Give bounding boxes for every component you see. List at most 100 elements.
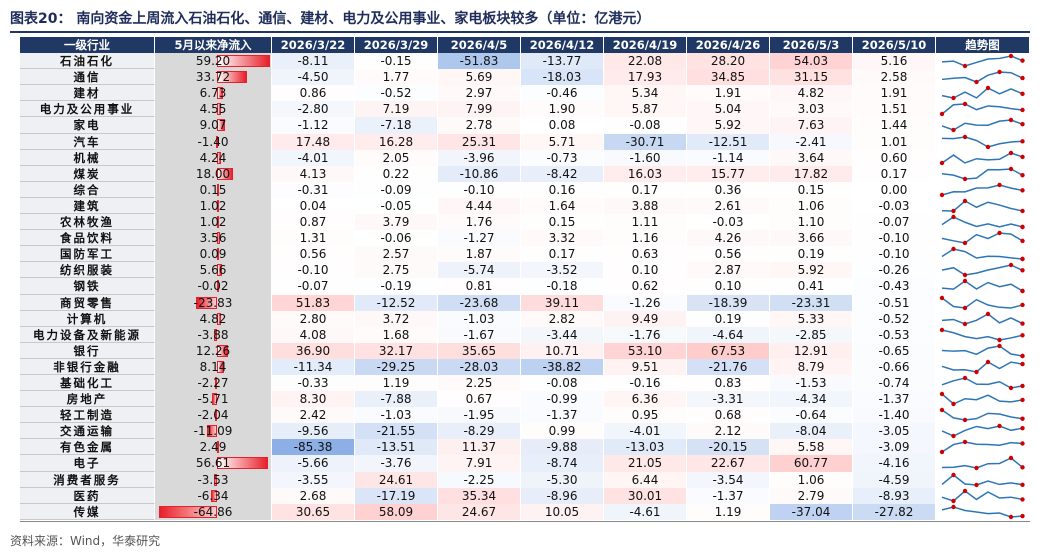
net-inflow-value: 0.09: [199, 247, 227, 262]
net-inflow-cell: -1.40: [155, 133, 272, 150]
weekly-flow: -27.82: [853, 503, 936, 520]
weekly-flow: 3.66: [770, 230, 853, 247]
weekly-flow: -0.64: [770, 407, 853, 424]
trend-cell: [936, 197, 1030, 215]
weekly-flow: -21.76: [687, 358, 770, 375]
weekly-flow: 0.08: [521, 117, 604, 134]
sparkline-line: [941, 103, 1023, 115]
industry-name: 综合: [20, 181, 155, 198]
sparkline-dot: [1020, 383, 1025, 389]
net-inflow-cell: 1.02: [155, 214, 272, 231]
weekly-flow: 5.04: [687, 101, 770, 118]
weekly-flow: 4.13: [272, 165, 355, 182]
weekly-flow: 1.06: [770, 197, 853, 215]
trend-cell: [936, 53, 1030, 70]
net-inflow-bar: [217, 457, 268, 470]
industry-name: 房地产: [20, 391, 155, 408]
table-row: 家电 9.07 -1.12 -7.18 2.78 0.08 -0.08 5.92 7.63 1.4…: [20, 117, 1030, 134]
net-inflow-bar: [217, 232, 221, 245]
trend-cell: [936, 117, 1030, 134]
weekly-flow: -3.96: [438, 149, 521, 166]
table-row: 商贸零售 -23.83 51.83 -12.52 -23.68 39.11 -1.26 -18…: [20, 294, 1030, 311]
weekly-flow: -18.39: [687, 294, 770, 311]
weekly-flow: 0.81: [438, 278, 521, 295]
net-inflow-value: 1.02: [199, 215, 227, 230]
net-inflow-bar: [217, 248, 219, 261]
net-inflow-value: 12.26: [195, 343, 231, 358]
table: 一级行业 5月以来净流入 2026/3/22 2026/3/29 2026/4/5 202…: [20, 37, 1030, 520]
net-inflow-value: 59.20: [195, 54, 231, 69]
weekly-flow: 2.78: [438, 117, 521, 134]
sparkline-dot: [962, 321, 968, 326]
industry-name: 计算机: [20, 310, 155, 327]
weekly-flow: -1.37: [853, 391, 936, 408]
sparkline-dot: [1008, 385, 1014, 391]
net-inflow-cell: -2.04: [155, 407, 272, 424]
weekly-flow: 1.11: [604, 214, 687, 231]
table-row: 房地产 -5.71 8.30 -7.88 0.67 -0.99 6.36 -3.31 -4.34…: [20, 391, 1030, 408]
industry-name: 国防军工: [20, 246, 155, 263]
sparkline: [939, 407, 1025, 423]
weekly-flow: 2.79: [770, 487, 853, 504]
net-inflow-cell: 2.49: [155, 439, 272, 456]
weekly-flow: 58.09: [355, 503, 438, 520]
weekly-flow: -18.03: [521, 69, 604, 86]
sparkline-dot: [939, 295, 945, 300]
net-inflow-bar: [217, 360, 225, 373]
sparkline-dot: [1020, 416, 1025, 422]
header-cell: 2026/4/26: [687, 37, 770, 54]
net-inflow-value: -3.88: [197, 327, 229, 342]
weekly-flow: 1.91: [853, 85, 936, 102]
weekly-flow: -0.19: [355, 278, 438, 295]
weekly-flow: 0.17: [521, 246, 604, 263]
weekly-flow: 1.06: [770, 471, 853, 488]
weekly-flow: 1.87: [438, 246, 521, 263]
net-inflow-bar: [215, 409, 218, 422]
weekly-flow: 67.53: [687, 342, 770, 359]
weekly-flow: -3.31: [687, 391, 770, 408]
weekly-flow: -5.66: [272, 455, 355, 472]
net-inflow-bar: [217, 55, 270, 68]
trend-cell: [936, 503, 1030, 520]
sparkline-dot: [997, 424, 1002, 429]
weekly-flow: 53.10: [604, 342, 687, 359]
net-inflow-value: -2.27: [197, 375, 229, 390]
weekly-flow: 2.42: [272, 407, 355, 424]
weekly-flow: -13.51: [355, 439, 438, 456]
trend-cell: [936, 149, 1030, 166]
net-inflow-bar: [217, 216, 219, 229]
weekly-flow: 7.99: [438, 101, 521, 118]
weekly-flow: -4.01: [272, 149, 355, 166]
sparkline-line: [941, 344, 1023, 357]
net-inflow-value: 4.82: [199, 311, 227, 326]
net-inflow-value: -2.04: [197, 408, 229, 423]
weekly-flow: 9.51: [604, 358, 687, 375]
weekly-flow: 17.93: [604, 69, 687, 86]
weekly-flow: -0.07: [853, 214, 936, 231]
net-inflow-bar: [217, 344, 228, 357]
weekly-flow: -5.74: [438, 262, 521, 279]
industry-name: 基础化工: [20, 374, 155, 392]
weekly-flow: 1.16: [604, 230, 687, 247]
weekly-flow: -0.08: [604, 117, 687, 134]
table-row: 纺织服装 5.66 -0.10 2.75 -5.74 -3.52 0.10 2.87 5.92-…: [20, 262, 1030, 279]
sparkline: [941, 279, 1025, 294]
net-inflow-cell: 9.07: [155, 117, 272, 134]
net-inflow-value: -5.71: [197, 392, 229, 407]
sparkline-dot: [1020, 188, 1025, 193]
sparkline-dot: [939, 112, 945, 117]
sparkline-line: [941, 296, 1023, 309]
weekly-flow: -1.53: [770, 374, 853, 392]
weekly-flow: 2.75: [355, 262, 438, 279]
weekly-flow: 36.90: [272, 342, 355, 359]
weekly-flow: 2.58: [853, 69, 936, 86]
weekly-flow: 0.56: [272, 246, 355, 263]
sparkline-dot: [1020, 208, 1025, 214]
weekly-flow: 0.04: [272, 197, 355, 215]
trend-cell: [936, 310, 1030, 327]
weekly-flow: -10.86: [438, 165, 521, 182]
sparkline-dot: [939, 391, 945, 397]
industry-name: 轻工制造: [20, 407, 155, 424]
sparkline-dot: [939, 192, 945, 198]
weekly-flow: 0.62: [604, 278, 687, 295]
